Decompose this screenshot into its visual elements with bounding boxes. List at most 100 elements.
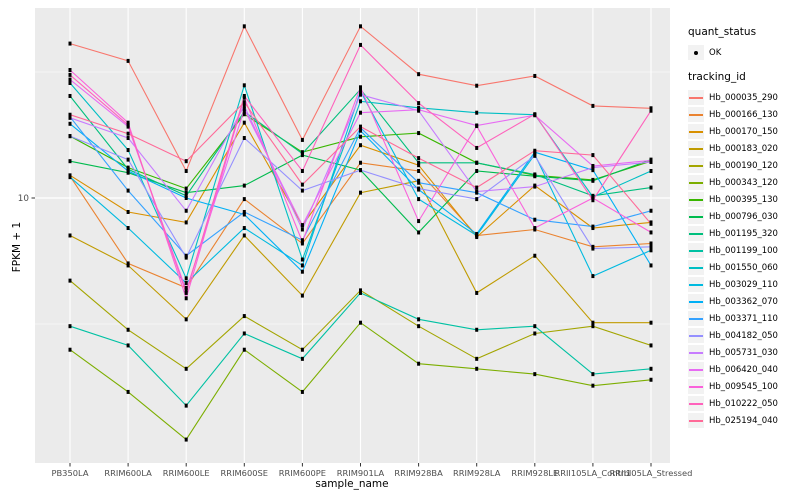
data-point-Hb_000343_120-RRII105LA_Control <box>591 383 595 388</box>
data-point-Hb_000796_030-RRIM600LE <box>184 190 188 195</box>
legend-item-Hb_000170_150: Hb_000170_150 <box>688 123 800 140</box>
data-point-Hb_005731_030-RRIM928LE <box>533 184 537 189</box>
data-point-Hb_000166_130-RRIM600LE <box>184 285 188 290</box>
data-point-Hb_001550_060-RRII105LA_Stressed <box>649 168 653 173</box>
data-point-Hb_004182_050-RRIM600LE <box>184 255 188 260</box>
data-point-Hb_005731_030-RRIM600PE <box>300 227 304 232</box>
data-point-Hb_005731_030-RRIM600LA <box>126 136 130 141</box>
data-point-Hb_000395_130-RRIM600LE <box>184 186 188 191</box>
legend-title-quant-status: quant_status <box>688 26 757 38</box>
data-point-Hb_001199_100-RRIM901LA <box>359 290 362 295</box>
data-point-Hb_003029_110-RRIM901LA <box>359 89 362 94</box>
line-swatch-icon <box>689 215 703 218</box>
data-point-Hb_001199_100-RRIM600LE <box>184 403 188 408</box>
data-point-Hb_000170_150-RRIM600LA <box>126 209 130 214</box>
legend-key-box <box>688 175 704 190</box>
data-point-Hb_003362_070-PB350LA <box>68 121 72 126</box>
data-point-Hb_025194_040-RRIM901LA <box>359 124 362 129</box>
legend-item-Hb_001199_100: Hb_001199_100 <box>688 242 800 259</box>
legend-item-label: Hb_010222_050 <box>709 398 778 409</box>
line-swatch-icon <box>689 198 703 201</box>
data-point-Hb_003029_110-RRIM600SE <box>242 226 246 231</box>
data-point-Hb_025194_040-RRIM600LA <box>126 131 130 136</box>
data-point-Hb_003362_070-RRII105LA_Control <box>591 168 595 173</box>
x-tick-label: RRIM928LE <box>511 468 558 478</box>
data-point-Hb_000343_120-PB350LA <box>68 347 72 352</box>
data-point-Hb_025194_040-RRIM600PE <box>300 182 304 187</box>
data-point-Hb_001550_060-RRIM928LA <box>475 110 479 115</box>
data-point-Hb_003029_110-RRII105LA_Stressed <box>649 248 653 253</box>
data-point-Hb_004182_050-RRII105LA_Stressed <box>649 244 653 249</box>
data-point-Hb_003362_070-RRIM928LA <box>475 231 479 236</box>
data-point-Hb_001550_060-RRIM600LA <box>126 148 130 153</box>
legend-key-box <box>688 260 704 275</box>
legend-key-box <box>688 277 704 292</box>
legend-item-Hb_000796_030: Hb_000796_030 <box>688 208 800 225</box>
data-point-Hb_000190_120-RRII105LA_Stressed <box>649 343 653 348</box>
legend-item-Hb_005731_030: Hb_005731_030 <box>688 344 800 361</box>
legend-item-label: Hb_004182_050 <box>709 330 778 341</box>
line-swatch-icon <box>689 232 703 235</box>
data-point-Hb_003029_110-RRIM600LE <box>184 280 188 285</box>
data-point-Hb_009545_100-RRIM600LE <box>184 296 188 301</box>
data-point-Hb_009545_100-RRIM928LE <box>533 226 537 231</box>
data-point-Hb_000796_030-RRIM600SE <box>242 183 246 188</box>
data-point-Hb_003362_070-RRIM901LA <box>359 128 362 133</box>
data-point-Hb_005731_030-RRIM928LA <box>475 189 479 194</box>
data-point-Hb_000170_150-RRIM928BA <box>417 163 421 168</box>
legend-item-Hb_025194_040: Hb_025194_040 <box>688 412 800 429</box>
legend-title-tracking-id: tracking_id <box>688 71 746 83</box>
line-swatch-icon <box>689 266 703 269</box>
data-point-Hb_000343_120-RRIM901LA <box>359 320 362 325</box>
line-swatch-icon <box>689 351 703 354</box>
data-point-Hb_003029_110-RRIM600LA <box>126 226 130 231</box>
data-point-Hb_025194_040-RRIM928LA <box>475 185 479 190</box>
line-swatch-icon <box>689 96 703 99</box>
legend-item-Hb_003362_070: Hb_003362_070 <box>688 293 800 310</box>
data-point-Hb_000035_290-RRIM901LA <box>359 24 362 29</box>
data-point-Hb_000190_120-PB350LA <box>68 278 72 283</box>
data-point-Hb_001199_100-RRIM928LA <box>475 327 479 332</box>
data-point-Hb_000183_020-RRIM600LE <box>184 317 188 322</box>
legend-item-label: OK <box>709 47 722 58</box>
data-point-Hb_010222_050-RRIM600LE <box>184 290 188 295</box>
data-point-Hb_000395_130-RRIM901LA <box>359 134 362 139</box>
data-point-Hb_001199_100-RRIM928BA <box>417 317 421 322</box>
legend-item-Hb_000183_020: Hb_000183_020 <box>688 140 800 157</box>
data-point-Hb_003029_110-PB350LA <box>68 175 72 180</box>
data-point-Hb_000183_020-RRII105LA_Stressed <box>649 320 653 325</box>
data-point-Hb_000183_020-RRIM901LA <box>359 190 362 195</box>
data-point-Hb_003371_110-RRIM600SE <box>242 209 246 214</box>
data-point-Hb_003029_110-RRIM928BA <box>417 197 421 202</box>
x-tick-label: PB350LA <box>51 468 88 478</box>
data-point-Hb_001550_060-RRIM600SE <box>242 83 246 88</box>
legend-item-label: Hb_001550_060 <box>709 262 778 273</box>
data-point-Hb_009545_100-RRIM901LA <box>359 85 362 90</box>
data-point-Hb_025194_040-RRIM928LE <box>533 148 537 153</box>
data-point-Hb_003371_110-RRIM928LE <box>533 217 537 222</box>
legend-item-Hb_003029_110: Hb_003029_110 <box>688 276 800 293</box>
data-point-Hb_000343_120-RRIM600LA <box>126 389 130 394</box>
data-point-Hb_004182_050-RRIM928LA <box>475 197 479 202</box>
data-point-Hb_000190_120-RRIM600PE <box>300 347 304 352</box>
data-point-Hb_000166_130-RRIM600LA <box>126 261 130 266</box>
data-point-Hb_000796_030-RRII105LA_Control <box>591 178 595 183</box>
legend-item-Hb_001195_320: Hb_001195_320 <box>688 225 800 242</box>
legend-item-label: Hb_001199_100 <box>709 245 778 256</box>
data-point-Hb_006420_040-RRIM600LE <box>184 288 188 293</box>
data-point-Hb_000035_290-RRIM928LA <box>475 83 479 88</box>
data-point-Hb_025194_040-PB350LA <box>68 112 72 117</box>
legend-key-box <box>688 345 704 360</box>
data-point-Hb_010222_050-RRII105LA_Control <box>591 198 595 203</box>
data-point-Hb_005731_030-RRIM600SE <box>242 103 246 108</box>
data-point-Hb_000183_020-RRIM600LA <box>126 263 130 268</box>
legend-key-box <box>688 362 704 377</box>
legend-item-label: Hb_000796_030 <box>709 211 778 222</box>
data-point-Hb_000035_290-RRII105LA_Stressed <box>649 106 653 111</box>
data-point-Hb_000343_120-RRIM600PE <box>300 389 304 394</box>
data-point-Hb_009545_100-RRII105LA_Stressed <box>649 230 653 235</box>
data-point-Hb_003371_110-RRIM928BA <box>417 180 421 185</box>
data-point-Hb_000190_120-RRIM901LA <box>359 288 362 293</box>
legend-item-label: Hb_005731_030 <box>709 347 778 358</box>
